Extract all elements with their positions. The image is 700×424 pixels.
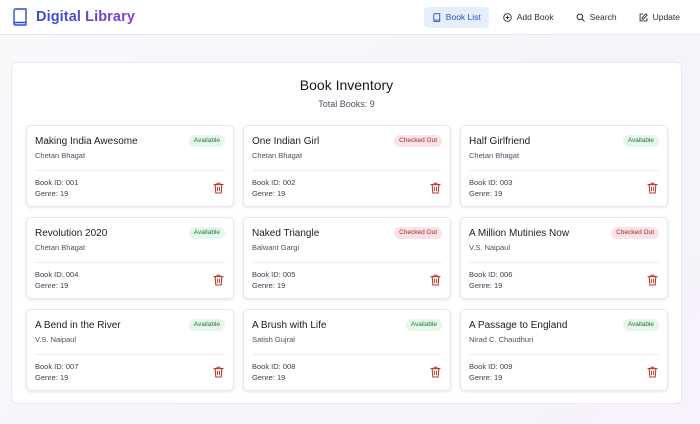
book-id: Book ID: 003	[469, 178, 513, 187]
brand[interactable]: Digital Library	[12, 8, 135, 26]
book-author: Balwant Gargi	[252, 243, 300, 252]
book-genre: Genre: 19	[35, 189, 69, 198]
book-title: A Million Mutinies Now	[469, 228, 570, 239]
card-divider	[252, 170, 442, 171]
status-badge: Available	[188, 135, 225, 147]
card-divider	[252, 262, 442, 263]
book-id: Book ID: 009	[469, 362, 513, 371]
app-title: Digital Library	[36, 9, 135, 25]
card-divider	[35, 354, 225, 355]
book-icon	[432, 12, 441, 22]
book-author: Nirad C. Chaudhuri	[469, 335, 534, 344]
status-badge: Checked Out	[394, 135, 442, 147]
card-divider	[469, 170, 659, 171]
nav-book-list[interactable]: Book List	[423, 6, 489, 28]
book-id: Book ID: 004	[35, 270, 79, 279]
book-card[interactable]: A Passage to England Nirad C. Chaudhuri Av…	[460, 309, 668, 391]
nav-search-label: Search	[589, 12, 617, 22]
trash-icon[interactable]	[213, 366, 224, 378]
book-icon	[12, 8, 28, 26]
book-genre: Genre: 19	[35, 281, 69, 290]
book-card[interactable]: A Bend in the River V.S. Naipaul Available…	[26, 309, 234, 391]
book-author: Satish Gujral	[252, 335, 295, 344]
card-divider	[35, 262, 225, 263]
trash-icon[interactable]	[213, 182, 224, 194]
status-badge: Checked Out	[611, 227, 659, 239]
trash-icon[interactable]	[647, 182, 658, 194]
book-author: V.S. Naipaul	[469, 243, 511, 252]
card-divider	[469, 262, 659, 263]
book-id: Book ID: 002	[252, 178, 296, 187]
book-title: A Brush with Life	[252, 320, 327, 331]
status-badge: Available	[188, 319, 225, 331]
plus-circle-icon	[503, 12, 512, 22]
page-title: Book Inventory	[299, 77, 394, 93]
nav-update-label: Update	[652, 12, 680, 22]
search-icon	[576, 13, 585, 22]
book-card[interactable]: One Indian Girl Chetan Bhagat Checked Out B…	[243, 125, 451, 207]
trash-icon[interactable]	[647, 274, 658, 286]
book-genre: Genre: 19	[469, 189, 503, 198]
card-divider	[252, 354, 442, 355]
trash-icon[interactable]	[430, 182, 441, 194]
book-title: Half Girlfriend	[469, 136, 531, 147]
inventory-panel: Book Inventory Total Books: 9 Making Ind…	[11, 62, 682, 404]
book-id: Book ID: 001	[35, 178, 79, 187]
total-books-count: Total Books: 9	[318, 99, 375, 109]
nav-add-book-label: Add Book	[516, 12, 554, 22]
book-card[interactable]: Naked Triangle Balwant Gargi Checked Out Bo…	[243, 217, 451, 299]
nav-add-book[interactable]: Add Book	[495, 7, 562, 28]
top-navbar: Digital Library Book List Add Book Searc…	[0, 0, 700, 35]
status-badge: Available	[405, 319, 442, 331]
book-genre: Genre: 19	[35, 373, 69, 382]
nav-update[interactable]: Update	[631, 7, 688, 28]
book-genre: Genre: 19	[469, 281, 503, 290]
book-title: A Passage to England	[469, 320, 568, 331]
book-card[interactable]: Making India Awesome Chetan Bhagat Availab…	[26, 125, 234, 207]
status-badge: Available	[622, 135, 659, 147]
trash-icon[interactable]	[430, 274, 441, 286]
trash-icon[interactable]	[430, 366, 441, 378]
book-id: Book ID: 006	[469, 270, 513, 279]
book-author: Chetan Bhagat	[252, 151, 303, 160]
book-title: Naked Triangle	[252, 228, 320, 239]
nav-book-list-label: Book List	[445, 12, 481, 22]
book-id: Book ID: 007	[35, 362, 79, 371]
book-genre: Genre: 19	[469, 373, 503, 382]
main-nav: Book List Add Book Search Update	[423, 6, 688, 28]
book-author: V.S. Naipaul	[35, 335, 77, 344]
book-genre: Genre: 19	[252, 189, 286, 198]
card-divider	[469, 354, 659, 355]
edit-icon	[639, 12, 648, 22]
book-id: Book ID: 005	[252, 270, 296, 279]
book-card[interactable]: Revolution 2020 Chetan Bhagat Available Boo…	[26, 217, 234, 299]
book-author: Chetan Bhagat	[35, 151, 86, 160]
book-card[interactable]: A Brush with Life Satish Gujral Available B…	[243, 309, 451, 391]
book-title: Making India Awesome	[35, 136, 138, 147]
book-title: A Bend in the River	[35, 320, 121, 331]
book-genre: Genre: 19	[252, 373, 286, 382]
book-card[interactable]: A Million Mutinies Now V.S. Naipaul Checke…	[460, 217, 668, 299]
trash-icon[interactable]	[647, 366, 658, 378]
book-id: Book ID: 008	[252, 362, 296, 371]
status-badge: Available	[188, 227, 225, 239]
nav-search[interactable]: Search	[568, 7, 625, 28]
book-author: Chetan Bhagat	[35, 243, 86, 252]
book-author: Chetan Bhagat	[469, 151, 520, 160]
trash-icon[interactable]	[213, 274, 224, 286]
status-badge: Available	[622, 319, 659, 331]
book-genre: Genre: 19	[252, 281, 286, 290]
book-title: One Indian Girl	[252, 136, 320, 147]
status-badge: Checked Out	[394, 227, 442, 239]
book-card[interactable]: Half Girlfriend Chetan Bhagat Available Boo…	[460, 125, 668, 207]
book-title: Revolution 2020	[35, 228, 108, 239]
card-divider	[35, 170, 225, 171]
